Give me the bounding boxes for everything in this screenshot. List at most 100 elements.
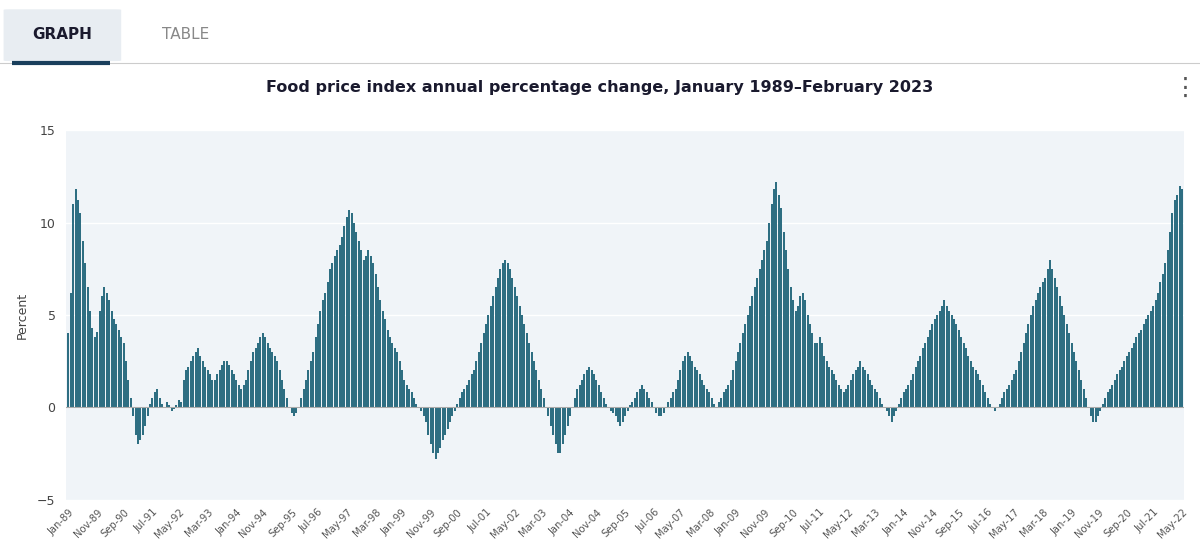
- Bar: [1128, 352, 1130, 407]
- Bar: [775, 182, 778, 407]
- Bar: [180, 402, 182, 407]
- Bar: [67, 333, 70, 407]
- Bar: [770, 204, 773, 407]
- Bar: [487, 315, 490, 407]
- Bar: [427, 407, 430, 435]
- Bar: [1082, 389, 1085, 407]
- Bar: [725, 389, 727, 407]
- Bar: [1075, 361, 1078, 407]
- Bar: [905, 389, 907, 407]
- Bar: [1176, 195, 1178, 407]
- Bar: [355, 232, 358, 407]
- Bar: [890, 407, 893, 422]
- Bar: [722, 393, 725, 407]
- Bar: [334, 256, 336, 407]
- Bar: [451, 407, 454, 416]
- Bar: [1018, 361, 1020, 407]
- Bar: [365, 256, 367, 407]
- Bar: [523, 324, 526, 407]
- Bar: [542, 398, 545, 407]
- Bar: [749, 306, 751, 407]
- Bar: [1070, 343, 1073, 407]
- Bar: [763, 250, 766, 407]
- Bar: [744, 324, 746, 407]
- Bar: [746, 315, 749, 407]
- Bar: [876, 393, 878, 407]
- Bar: [578, 385, 581, 407]
- Bar: [641, 385, 643, 407]
- Bar: [794, 311, 797, 407]
- Bar: [811, 333, 814, 407]
- Bar: [713, 403, 715, 407]
- Bar: [106, 293, 108, 407]
- Bar: [934, 319, 936, 407]
- Text: TABLE: TABLE: [162, 27, 210, 42]
- Bar: [1178, 186, 1181, 407]
- Bar: [900, 398, 902, 407]
- Bar: [233, 374, 235, 407]
- Bar: [931, 324, 934, 407]
- Bar: [595, 380, 598, 407]
- Bar: [398, 361, 401, 407]
- Bar: [252, 352, 254, 407]
- Bar: [290, 407, 293, 413]
- Bar: [370, 256, 372, 407]
- Bar: [655, 407, 658, 413]
- Bar: [557, 407, 559, 453]
- Bar: [127, 380, 130, 407]
- Bar: [125, 361, 127, 407]
- Bar: [941, 306, 943, 407]
- Bar: [792, 300, 794, 407]
- Bar: [422, 407, 425, 416]
- Bar: [230, 370, 233, 407]
- Bar: [902, 393, 905, 407]
- Bar: [998, 403, 1001, 407]
- Bar: [360, 250, 362, 407]
- Bar: [588, 367, 590, 407]
- Bar: [566, 407, 569, 426]
- Bar: [170, 407, 173, 411]
- Bar: [598, 385, 600, 407]
- Bar: [144, 407, 146, 426]
- Bar: [389, 337, 391, 407]
- Bar: [679, 370, 682, 407]
- Bar: [187, 367, 190, 407]
- Bar: [216, 374, 218, 407]
- Bar: [1085, 398, 1087, 407]
- Text: GRAPH: GRAPH: [32, 27, 92, 42]
- Bar: [833, 374, 835, 407]
- Bar: [1154, 300, 1157, 407]
- Bar: [228, 365, 230, 407]
- Bar: [430, 407, 432, 444]
- Bar: [828, 367, 830, 407]
- Bar: [1121, 367, 1123, 407]
- Bar: [214, 380, 216, 407]
- Bar: [1123, 361, 1126, 407]
- Bar: [948, 311, 950, 407]
- Bar: [410, 393, 413, 407]
- Bar: [182, 380, 185, 407]
- Bar: [1116, 374, 1118, 407]
- Bar: [250, 361, 252, 407]
- Bar: [706, 389, 708, 407]
- Bar: [509, 269, 511, 407]
- Bar: [1111, 385, 1114, 407]
- Bar: [137, 407, 139, 444]
- Bar: [341, 237, 343, 407]
- Bar: [242, 385, 245, 407]
- Bar: [768, 223, 770, 407]
- Bar: [1102, 403, 1104, 407]
- Bar: [926, 337, 929, 407]
- Bar: [346, 217, 348, 407]
- Bar: [979, 380, 982, 407]
- Bar: [994, 407, 996, 411]
- Bar: [1097, 407, 1099, 416]
- Bar: [610, 407, 612, 411]
- Bar: [727, 385, 730, 407]
- Bar: [468, 380, 470, 407]
- Bar: [130, 398, 132, 407]
- Bar: [293, 407, 295, 416]
- Bar: [437, 407, 439, 453]
- Bar: [826, 361, 828, 407]
- Bar: [317, 324, 319, 407]
